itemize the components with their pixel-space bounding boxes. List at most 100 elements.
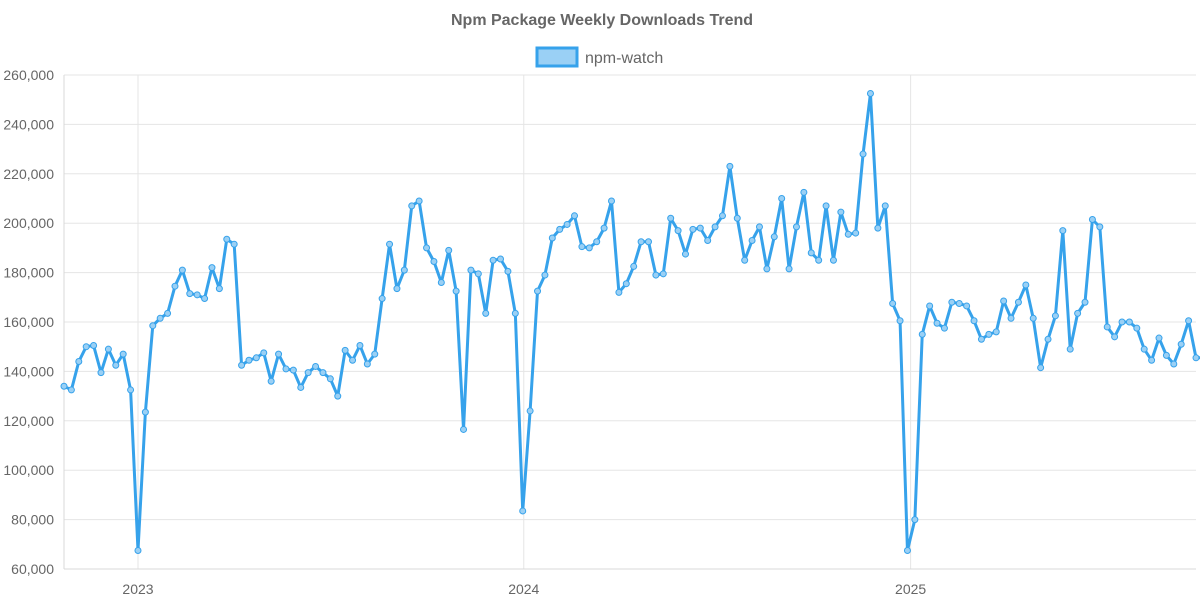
data-point[interactable] (977, 335, 985, 343)
data-point[interactable] (578, 243, 586, 251)
data-point[interactable] (1177, 340, 1185, 348)
data-point[interactable] (881, 202, 889, 210)
data-point[interactable] (571, 212, 579, 220)
data-point[interactable] (534, 287, 542, 295)
data-point[interactable] (696, 224, 704, 232)
data-point[interactable] (400, 266, 408, 274)
data-point[interactable] (778, 195, 786, 202)
data-point[interactable] (1192, 354, 1200, 362)
data-point[interactable] (741, 256, 749, 264)
data-point[interactable] (733, 214, 741, 222)
data-point[interactable] (149, 322, 157, 330)
data-point[interactable] (955, 299, 963, 307)
data-point[interactable] (689, 225, 697, 233)
data-point[interactable] (896, 317, 904, 325)
data-point[interactable] (1118, 318, 1126, 326)
data-point[interactable] (792, 223, 800, 231)
data-point[interactable] (119, 350, 127, 358)
data-point[interactable] (1007, 314, 1015, 322)
data-point[interactable] (704, 236, 712, 244)
data-point[interactable] (489, 256, 497, 264)
data-point[interactable] (230, 240, 238, 248)
data-point[interactable] (1022, 281, 1030, 289)
data-point[interactable] (829, 256, 837, 264)
data-point[interactable] (593, 238, 601, 246)
data-point[interactable] (637, 238, 645, 246)
data-point[interactable] (541, 271, 549, 279)
data-point[interactable] (245, 356, 253, 364)
data-point[interactable] (1162, 351, 1170, 359)
data-point[interactable] (75, 358, 83, 366)
data-point[interactable] (82, 343, 90, 351)
data-point[interactable] (800, 188, 808, 196)
data-point[interactable] (178, 266, 186, 274)
data-point[interactable] (482, 309, 490, 317)
data-point[interactable] (104, 345, 112, 353)
data-point[interactable] (260, 349, 268, 357)
data-point[interactable] (393, 285, 401, 293)
data-point[interactable] (97, 369, 105, 377)
data-point[interactable] (926, 302, 934, 310)
data-point[interactable] (681, 250, 689, 258)
data-point[interactable] (349, 356, 357, 364)
data-point[interactable] (630, 262, 638, 270)
data-point[interactable] (1133, 324, 1141, 332)
data-point[interactable] (415, 197, 423, 205)
data-point[interactable] (1088, 216, 1096, 223)
data-point[interactable] (652, 271, 660, 279)
data-point[interactable] (171, 282, 179, 290)
data-point[interactable] (519, 507, 527, 515)
data-point[interactable] (748, 236, 756, 244)
data-point[interactable] (67, 386, 75, 394)
data-point[interactable] (423, 244, 431, 252)
data-point[interactable] (164, 309, 172, 317)
data-point[interactable] (1000, 297, 1008, 305)
data-point[interactable] (1014, 298, 1022, 306)
data-point[interactable] (667, 214, 675, 222)
data-point[interactable] (437, 278, 445, 286)
data-point[interactable] (615, 288, 623, 296)
data-point[interactable] (940, 324, 948, 332)
data-point[interactable] (874, 224, 882, 232)
data-point[interactable] (326, 375, 334, 383)
data-point[interactable] (90, 341, 98, 349)
data-point[interactable] (141, 408, 149, 416)
data-point[interactable] (807, 249, 815, 257)
data-point[interactable] (992, 328, 1000, 336)
data-point[interactable] (1081, 298, 1089, 306)
data-point[interactable] (156, 314, 164, 322)
data-point[interactable] (933, 319, 941, 327)
data-point[interactable] (60, 382, 68, 390)
data-point[interactable] (755, 223, 763, 231)
data-point[interactable] (341, 346, 349, 354)
data-point[interactable] (985, 330, 993, 338)
data-point[interactable] (526, 407, 534, 415)
data-point[interactable] (1029, 314, 1037, 322)
data-point[interactable] (1096, 223, 1104, 231)
data-point[interactable] (674, 227, 682, 235)
data-point[interactable] (970, 317, 978, 325)
data-point[interactable] (186, 290, 194, 298)
data-point[interactable] (304, 369, 312, 377)
data-point[interactable] (378, 295, 386, 303)
data-point[interactable] (903, 546, 911, 554)
data-point[interactable] (622, 280, 630, 288)
data-point[interactable] (726, 162, 734, 170)
data-point[interactable] (718, 212, 726, 220)
data-point[interactable] (408, 202, 416, 210)
data-point[interactable] (963, 302, 971, 310)
data-point[interactable] (460, 425, 468, 433)
data-point[interactable] (267, 377, 275, 385)
data-point[interactable] (223, 235, 231, 243)
data-point[interactable] (859, 150, 867, 158)
data-point[interactable] (911, 516, 919, 524)
data-point[interactable] (763, 265, 771, 273)
data-point[interactable] (563, 220, 571, 228)
data-point[interactable] (866, 90, 874, 98)
data-point[interactable] (837, 208, 845, 216)
data-point[interactable] (363, 360, 371, 368)
data-point[interactable] (1155, 334, 1163, 342)
data-point[interactable] (511, 309, 519, 317)
data-point[interactable] (1103, 323, 1111, 331)
data-point[interactable] (430, 257, 438, 265)
